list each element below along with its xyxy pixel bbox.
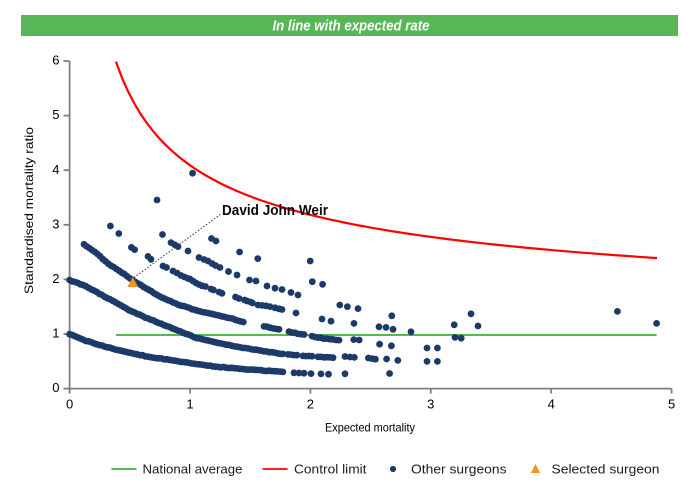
svg-text:In line with expected rate: In line with expected rate bbox=[273, 19, 430, 35]
svg-text:David John Weir: David John Weir bbox=[222, 203, 328, 219]
svg-text:3: 3 bbox=[427, 396, 434, 411]
svg-text:5: 5 bbox=[668, 396, 675, 411]
svg-text:Selected surgeon: Selected surgeon bbox=[552, 462, 660, 477]
svg-text:National average: National average bbox=[143, 462, 243, 477]
svg-text:Other surgeons: Other surgeons bbox=[411, 462, 507, 477]
svg-text:2: 2 bbox=[52, 271, 59, 286]
svg-text:1: 1 bbox=[186, 396, 193, 411]
svg-text:4: 4 bbox=[548, 396, 555, 411]
svg-text:3: 3 bbox=[52, 216, 59, 231]
svg-text:0: 0 bbox=[66, 396, 73, 411]
svg-text:4: 4 bbox=[52, 162, 59, 177]
svg-text:1: 1 bbox=[52, 326, 59, 341]
svg-text:Expected mortality: Expected mortality bbox=[325, 421, 415, 435]
svg-text:Standardised mortality ratio: Standardised mortality ratio bbox=[22, 127, 36, 294]
svg-text:5: 5 bbox=[52, 107, 59, 122]
svg-text:2: 2 bbox=[307, 396, 314, 411]
svg-text:0: 0 bbox=[52, 380, 59, 395]
svg-text:6: 6 bbox=[52, 53, 59, 68]
svg-text:Control limit: Control limit bbox=[294, 462, 367, 477]
